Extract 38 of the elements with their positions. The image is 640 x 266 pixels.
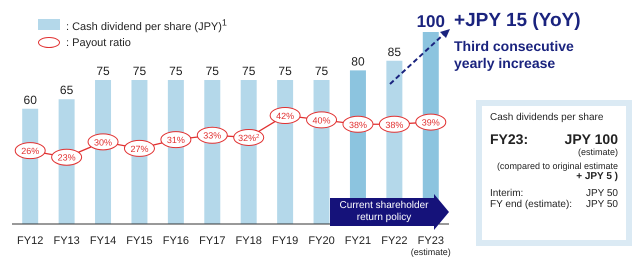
data-label: 100 — [416, 12, 445, 31]
text: FY end (estimate): — [490, 199, 572, 210]
data-label: 75 — [206, 64, 220, 78]
data-label: 85 — [388, 44, 402, 59]
data-label: 75 — [278, 64, 292, 78]
data-label: 75 — [132, 64, 146, 78]
data-label: 65 — [60, 83, 74, 98]
annotation: Current shareholder return policy — [338, 200, 430, 224]
data-label: 75 — [242, 64, 256, 78]
data-label: 75 — [96, 64, 110, 78]
data-label: 80 — [351, 54, 365, 68]
x-tick-label: FY21 — [344, 235, 372, 247]
x-tick-label: FY16 — [162, 235, 190, 247]
text: JPY 50 — [586, 188, 618, 199]
x-tick-label: FY13 — [53, 235, 80, 247]
text: Cash dividends per share — [490, 112, 604, 123]
text: (compared to original estimate — [496, 161, 618, 171]
legend-label: : Payout ratio — [66, 36, 131, 49]
x-tick-label: FY14 — [90, 235, 116, 247]
text: JPY 100 — [564, 131, 618, 147]
text: Interim: — [490, 188, 524, 199]
text: FY23: — [490, 131, 528, 147]
text: (estimate) — [576, 147, 618, 157]
legend-label: : Cash dividend per share (JPY)$^{1}$ — [66, 17, 228, 33]
x-tick-label: FY19 — [272, 235, 298, 247]
data-label: 75 — [314, 64, 329, 78]
data-label: 75 — [169, 64, 183, 78]
text: Third consecutive yearly increase — [454, 38, 575, 72]
text: JPY 50 — [586, 199, 618, 210]
data-label: 60 — [24, 92, 38, 107]
x-tick-label: FY20 — [308, 235, 335, 247]
text: + JPY 5 ) — [575, 171, 618, 182]
text: +JPY 15 (YoY) — [454, 10, 581, 32]
x-tick-label: FY18 — [236, 235, 262, 247]
x-tick-label: FY12 — [17, 235, 44, 247]
x-tick-label: FY15 — [126, 235, 153, 247]
x-tick-label: FY22 — [381, 235, 408, 247]
x-tick-label: FY17 — [199, 235, 226, 247]
